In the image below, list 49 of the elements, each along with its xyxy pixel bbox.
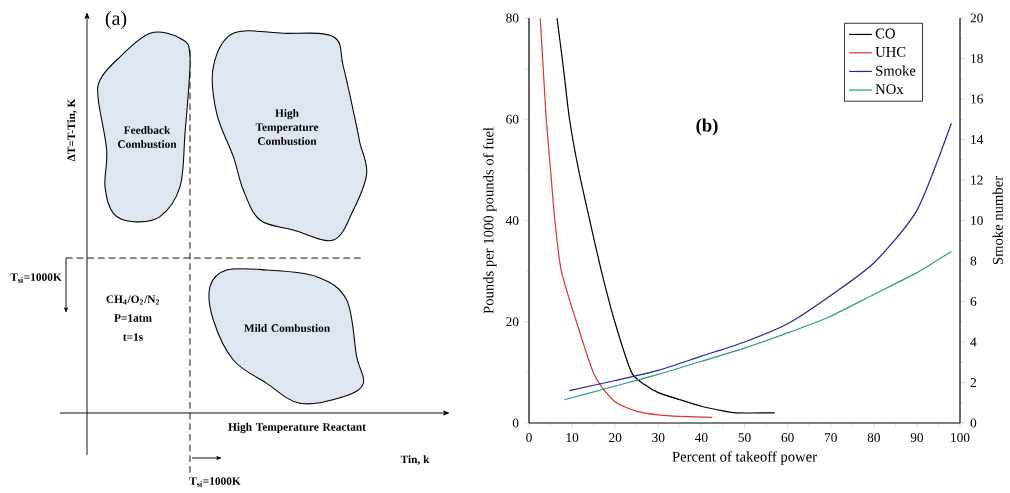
text: ΔT=T-Tin, K: [67, 98, 77, 162]
y2-tick-label: 18: [971, 54, 983, 63]
legend-label: NOx: [875, 84, 904, 95]
y2-tick-label: 10: [971, 216, 983, 225]
x-axis-title: Percent of takeoff power: [672, 451, 817, 465]
y2-tick-label: 6: [970, 297, 977, 306]
y2-tick-label: 4: [970, 337, 977, 347]
x-tick-label: 10: [566, 433, 579, 443]
x-tick-label: 70: [824, 433, 837, 443]
text: (b): [696, 118, 718, 136]
legend-label: CO: [875, 28, 895, 39]
text: Tin, k: [400, 455, 430, 465]
line-series: [563, 250, 952, 401]
legend-label: Smoke: [876, 65, 916, 76]
y2-tick-label: 12: [971, 175, 983, 185]
y2-tick-label: 14: [971, 135, 984, 144]
text: P=1atm: [114, 314, 152, 322]
text: T$_{si}$=1000K: [10, 273, 62, 283]
x-tick-label: 90: [910, 433, 924, 443]
y2-tick-label: 16: [971, 94, 983, 104]
x-tick-label: 0: [526, 433, 532, 443]
x-tick-label: 80: [867, 433, 880, 443]
y2-tick-label: 8: [970, 256, 977, 266]
text: CH$_{4}$/O$_{2}$/N$_{2}$: [106, 295, 160, 305]
x-tick-label: 30: [652, 433, 665, 443]
x-tick-label: 40: [694, 433, 708, 443]
line-series: [556, 18, 776, 414]
text: Mild Combustion: [244, 324, 330, 333]
y2-tick-label: 20: [970, 13, 983, 23]
x-tick-label: 60: [781, 433, 794, 443]
y-tick-label: 80: [506, 13, 519, 23]
y-tick-label: 20: [506, 317, 519, 327]
text: High Temperature Combustion: [255, 109, 319, 145]
text: Feedback Combustion: [117, 126, 177, 148]
text: T$_{si}$=1000K: [189, 477, 241, 487]
y2-tick-label: 0: [970, 418, 977, 428]
text: High Temperature Reactant: [228, 422, 366, 434]
y-tick-label: 0: [512, 418, 519, 428]
text: t=1s: [123, 333, 143, 341]
y2-axis-title: Smoke number: [992, 176, 1003, 265]
x-tick-label: 50: [738, 433, 751, 443]
y2-tick-label: 2: [970, 378, 976, 387]
y-tick-label: 40: [505, 216, 519, 225]
x-tick-label: 100: [951, 433, 970, 443]
y-tick-label: 60: [506, 114, 519, 124]
x-tick-label: 20: [609, 433, 622, 443]
y-axis-title: Pounds per 1000 pounds of fuel: [483, 127, 497, 314]
text: (a): [105, 10, 127, 30]
legend-label: UHC: [875, 46, 906, 57]
